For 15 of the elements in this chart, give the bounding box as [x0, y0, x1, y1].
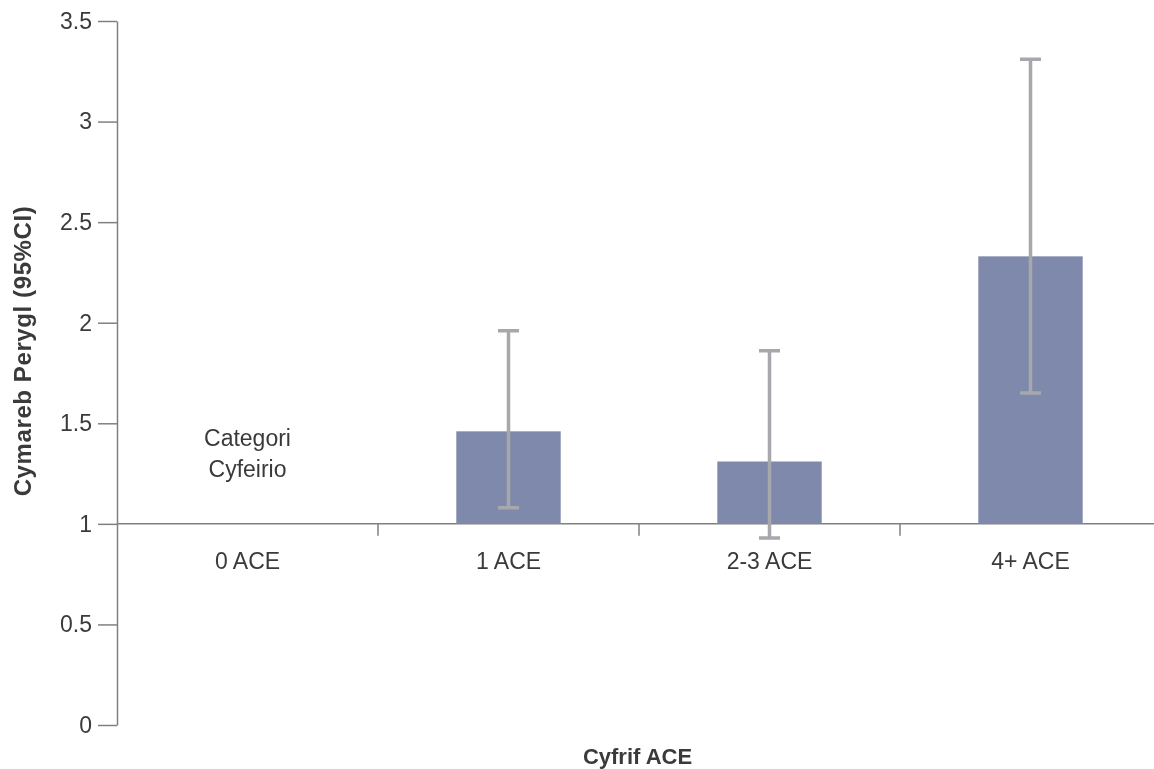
- annotation: Categori Cyfeirio: [204, 425, 291, 483]
- x-tick-label: 1 ACE: [475, 547, 542, 574]
- x-tick-label: 2-3 ACE: [726, 547, 813, 574]
- x-tick-label: 0 ACE: [214, 547, 281, 574]
- y-axis-title: Cymareb Perygl (95%CI): [9, 205, 36, 497]
- y-tick-label: 3.5: [60, 7, 92, 34]
- y-tick-label: 3: [79, 108, 92, 135]
- y-tick-label: 1.5: [60, 410, 92, 437]
- y-tick-label: 1: [79, 510, 92, 537]
- y-tick-label: 2.5: [60, 209, 92, 235]
- x-tick-label: 4+ ACE: [991, 547, 1070, 574]
- y-tick-label: 0.5: [60, 611, 92, 638]
- x-axis-title: Cyfrif ACE: [582, 744, 693, 769]
- y-tick-label: 0: [79, 711, 92, 738]
- y-tick-label: 2: [79, 309, 92, 336]
